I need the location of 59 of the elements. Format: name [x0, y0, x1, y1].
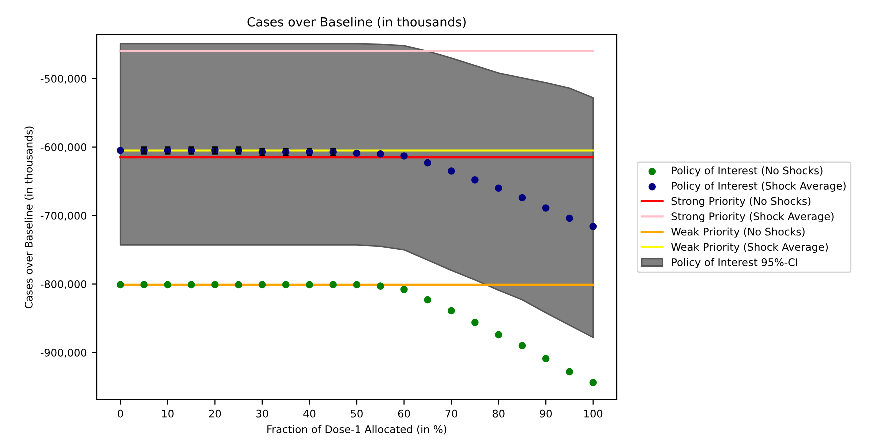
point	[330, 281, 338, 289]
chart-title: Cases over Baseline (in thousands)	[248, 17, 466, 28]
y-axis-title: Cases over Baseline (in thousands)	[24, 126, 34, 309]
point	[424, 159, 432, 167]
point	[116, 281, 124, 289]
point	[518, 194, 526, 202]
legend-label: Strong Priority (Shock Average)	[672, 212, 834, 223]
point	[495, 184, 502, 192]
x-tick-label: 100	[584, 410, 603, 418]
point	[235, 281, 242, 289]
x-tick-label: 80	[492, 410, 505, 418]
point	[376, 282, 384, 290]
point	[542, 355, 550, 363]
point	[188, 281, 196, 289]
x-tick-label: 70	[446, 410, 458, 418]
point	[164, 281, 172, 289]
point	[306, 281, 314, 289]
x-tick-label: 40	[304, 410, 316, 418]
point	[376, 150, 384, 158]
legend-label: Policy of Interest (Shock Average)	[672, 182, 846, 192]
legend-label: Policy of Interest 95%-CI	[672, 258, 798, 268]
x-tick-label: 0	[118, 410, 124, 418]
x-tick-label: 20	[209, 410, 222, 418]
point	[424, 296, 432, 304]
point	[495, 331, 502, 339]
point	[400, 286, 408, 294]
point	[400, 152, 408, 160]
point	[590, 223, 598, 230]
x-tick-label: 30	[256, 410, 268, 418]
legend-label: Policy of Interest (No Shocks)	[672, 166, 823, 177]
x-axis-title: Fraction of Dose-1 Allocated (in %)	[268, 425, 447, 435]
point	[472, 318, 479, 326]
y-tick-label: -900,000	[40, 348, 87, 358]
x-tick-label: 10	[162, 410, 174, 418]
point	[566, 368, 574, 376]
y-tick-label: -700,000	[40, 212, 87, 221]
point	[282, 281, 290, 289]
legend-label: Strong Priority (No Shocks)	[672, 197, 811, 208]
x-tick-label: 90	[540, 410, 552, 418]
point	[472, 176, 479, 184]
y-tick-label: -500,000	[40, 75, 87, 84]
x-tick-label: 60	[398, 410, 410, 418]
legend-label: Weak Priority (No Shocks)	[671, 228, 805, 238]
point	[448, 307, 456, 315]
point	[140, 281, 148, 289]
point	[353, 281, 361, 289]
y-tick-label: -600,000	[40, 144, 87, 152]
legend-label: Weak Priority (Shock Average)	[671, 243, 828, 254]
point	[212, 281, 219, 289]
point	[518, 342, 526, 350]
y-tick-label: -800,000	[40, 280, 87, 290]
point	[353, 150, 361, 158]
point	[566, 214, 574, 222]
point	[542, 204, 550, 212]
point	[590, 379, 598, 387]
x-tick-label: 50	[351, 410, 363, 418]
point	[258, 281, 266, 289]
point	[448, 168, 456, 175]
point	[116, 147, 124, 154]
